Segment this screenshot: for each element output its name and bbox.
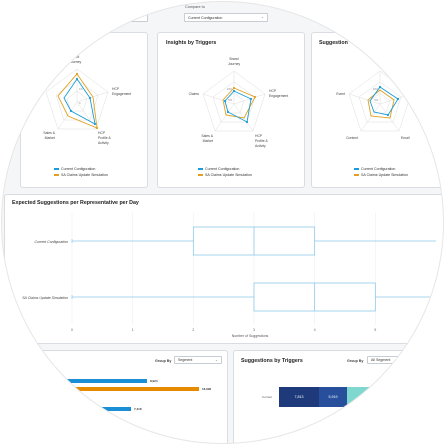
- radar-1-tick: 0.5: [79, 87, 83, 91]
- segment-bar-blue: [53, 413, 103, 417]
- legend-line-icon: [54, 167, 59, 171]
- compare-label: Compare to: [185, 5, 205, 9]
- legend-line-icon: [198, 173, 203, 177]
- radar-1-axis-label: HCP: [98, 131, 106, 135]
- x-tick-label: 4: [314, 328, 316, 332]
- trigger-cell[interactable]: [347, 387, 387, 407]
- boxplot-panel: Expected Suggestions per Representative …: [4, 194, 445, 344]
- trigger-suggestions-title: Suggestions by Triggers: [241, 358, 303, 364]
- boxplot-row-label: SA Claims Update Simulation: [22, 296, 68, 300]
- segment-bar-value: 16,990: [202, 386, 212, 391]
- segment-group-by-dropdown[interactable]: Segment ⌄: [174, 356, 222, 364]
- segment-bar-value: 7,418: [134, 406, 142, 411]
- radar-chart-2: Brand Journey HCP Engagement HCP Profile…: [189, 57, 289, 148]
- legend-simulation: SA Claims Update Simulation: [54, 173, 108, 177]
- radar-1-axis-label: ourney: [71, 60, 82, 64]
- segment-bar-blue: [53, 407, 131, 411]
- radar-2-axis-label: Profile &: [255, 139, 269, 143]
- radar-panel-1: ated ourney HCP Engagement HCP Profile &…: [20, 32, 148, 188]
- x-tick-label: 5: [374, 328, 376, 332]
- radar-2-axis-label: Activity: [255, 144, 266, 148]
- trigger-cell[interactable]: 7,813: [279, 387, 319, 407]
- segment-bar-orange: [53, 387, 199, 391]
- radar-1-axis-label: Engagement: [112, 92, 131, 96]
- radar-2-axis-label: HCP: [255, 134, 263, 138]
- radar-2-axis-label: Brand: [229, 57, 238, 61]
- trigger-group-by-dropdown[interactable]: All Segment: [367, 356, 427, 364]
- boxplot-x-axis-label: Number of Suggestions: [232, 334, 269, 338]
- compare-selected: Current Configuration: [188, 15, 223, 20]
- radar-3-axis-label: Event: [336, 92, 345, 96]
- trigger-cell[interactable]: 5,919: [319, 387, 347, 407]
- segment-bars-panel: Group By Segment ⌄ 8,924 16,990 7,418: [40, 350, 228, 445]
- radar-1-tick: 0: [79, 101, 81, 105]
- legend-line-icon: [198, 167, 203, 171]
- radar-2-tick: 10%: [227, 87, 233, 91]
- radar-2-current-series: [224, 90, 252, 123]
- compare-dropdown[interactable]: Current Configuration ⌄: [184, 13, 268, 22]
- x-tick-label: 1: [132, 328, 134, 332]
- radar-2-axis-label: HCP: [269, 89, 277, 93]
- segment-bar-value: 8,924: [150, 378, 158, 383]
- radar-1-axis-label: Market: [45, 136, 55, 140]
- radar-2-tick: 5%: [228, 98, 232, 102]
- radar-1-axis-label: Profile &: [98, 136, 112, 140]
- radar-panel-3: Suggestion Event Content Email 10% 5%: [311, 32, 445, 188]
- group-by-label: Group By: [347, 359, 364, 363]
- segment-bar-blue: [53, 379, 147, 383]
- x-tick-label: 2: [192, 328, 194, 332]
- legend-line-icon: [354, 167, 359, 171]
- trigger-suggestions-panel: Suggestions by Triggers Group By All Seg…: [233, 350, 445, 445]
- radar-3-axis-label: Content: [346, 136, 358, 140]
- legend-simulation: SA Claims Update Simulation: [198, 173, 252, 177]
- radar-panel-2: Insights by Triggers Brand Journey HCP: [157, 32, 305, 188]
- x-tick-label: 3: [253, 328, 255, 332]
- x-tick-label: 0: [71, 328, 73, 332]
- radar-2-axis-label: Claims: [189, 92, 200, 96]
- radar-3-tick: 10%: [373, 87, 379, 91]
- legend-current: Current Configuration: [54, 167, 95, 171]
- chevron-down-icon: ⌄: [214, 358, 218, 362]
- legend-current: Current Configuration: [198, 167, 239, 171]
- radar-1-axis-label: Activity: [98, 141, 109, 145]
- group-by-label: Group By: [155, 359, 172, 363]
- compare-left-dropdown[interactable]: [56, 13, 148, 22]
- radar-2-axis-label: Engagement: [269, 94, 288, 98]
- radar-3-axis-label: Email: [401, 136, 410, 140]
- radar-2-axis-label: Market: [203, 139, 213, 143]
- radar-2-axis-label: Sales &: [201, 134, 213, 138]
- radar-chart-1: ated ourney HCP Engagement HCP Profile &…: [43, 55, 131, 145]
- boxplot-chart: 0 1 2 3 4 5 Current Configuration SA Claims U…: [22, 213, 436, 338]
- radar-2-axis-label: Journey: [228, 62, 240, 66]
- legend-simulation: SA Claims Update Simulation: [354, 173, 408, 177]
- radar-1-axis-label: HCP: [112, 87, 120, 91]
- trigger-row-label: Current: [262, 395, 273, 399]
- radar-chart-3: Event Content Email 10% 5%: [336, 70, 412, 140]
- radar-1-axis-label: Sales &: [43, 131, 55, 135]
- legend-current: Current Configuration: [354, 167, 395, 171]
- radar-1-axis-label: ated: [73, 55, 80, 59]
- legend-line-icon: [354, 173, 359, 177]
- boxplot-row-label: Current Configuration: [35, 240, 69, 244]
- legend-line-icon: [54, 173, 59, 177]
- radar-3-tick: 5%: [374, 98, 378, 102]
- chevron-down-icon: ⌄: [260, 15, 264, 19]
